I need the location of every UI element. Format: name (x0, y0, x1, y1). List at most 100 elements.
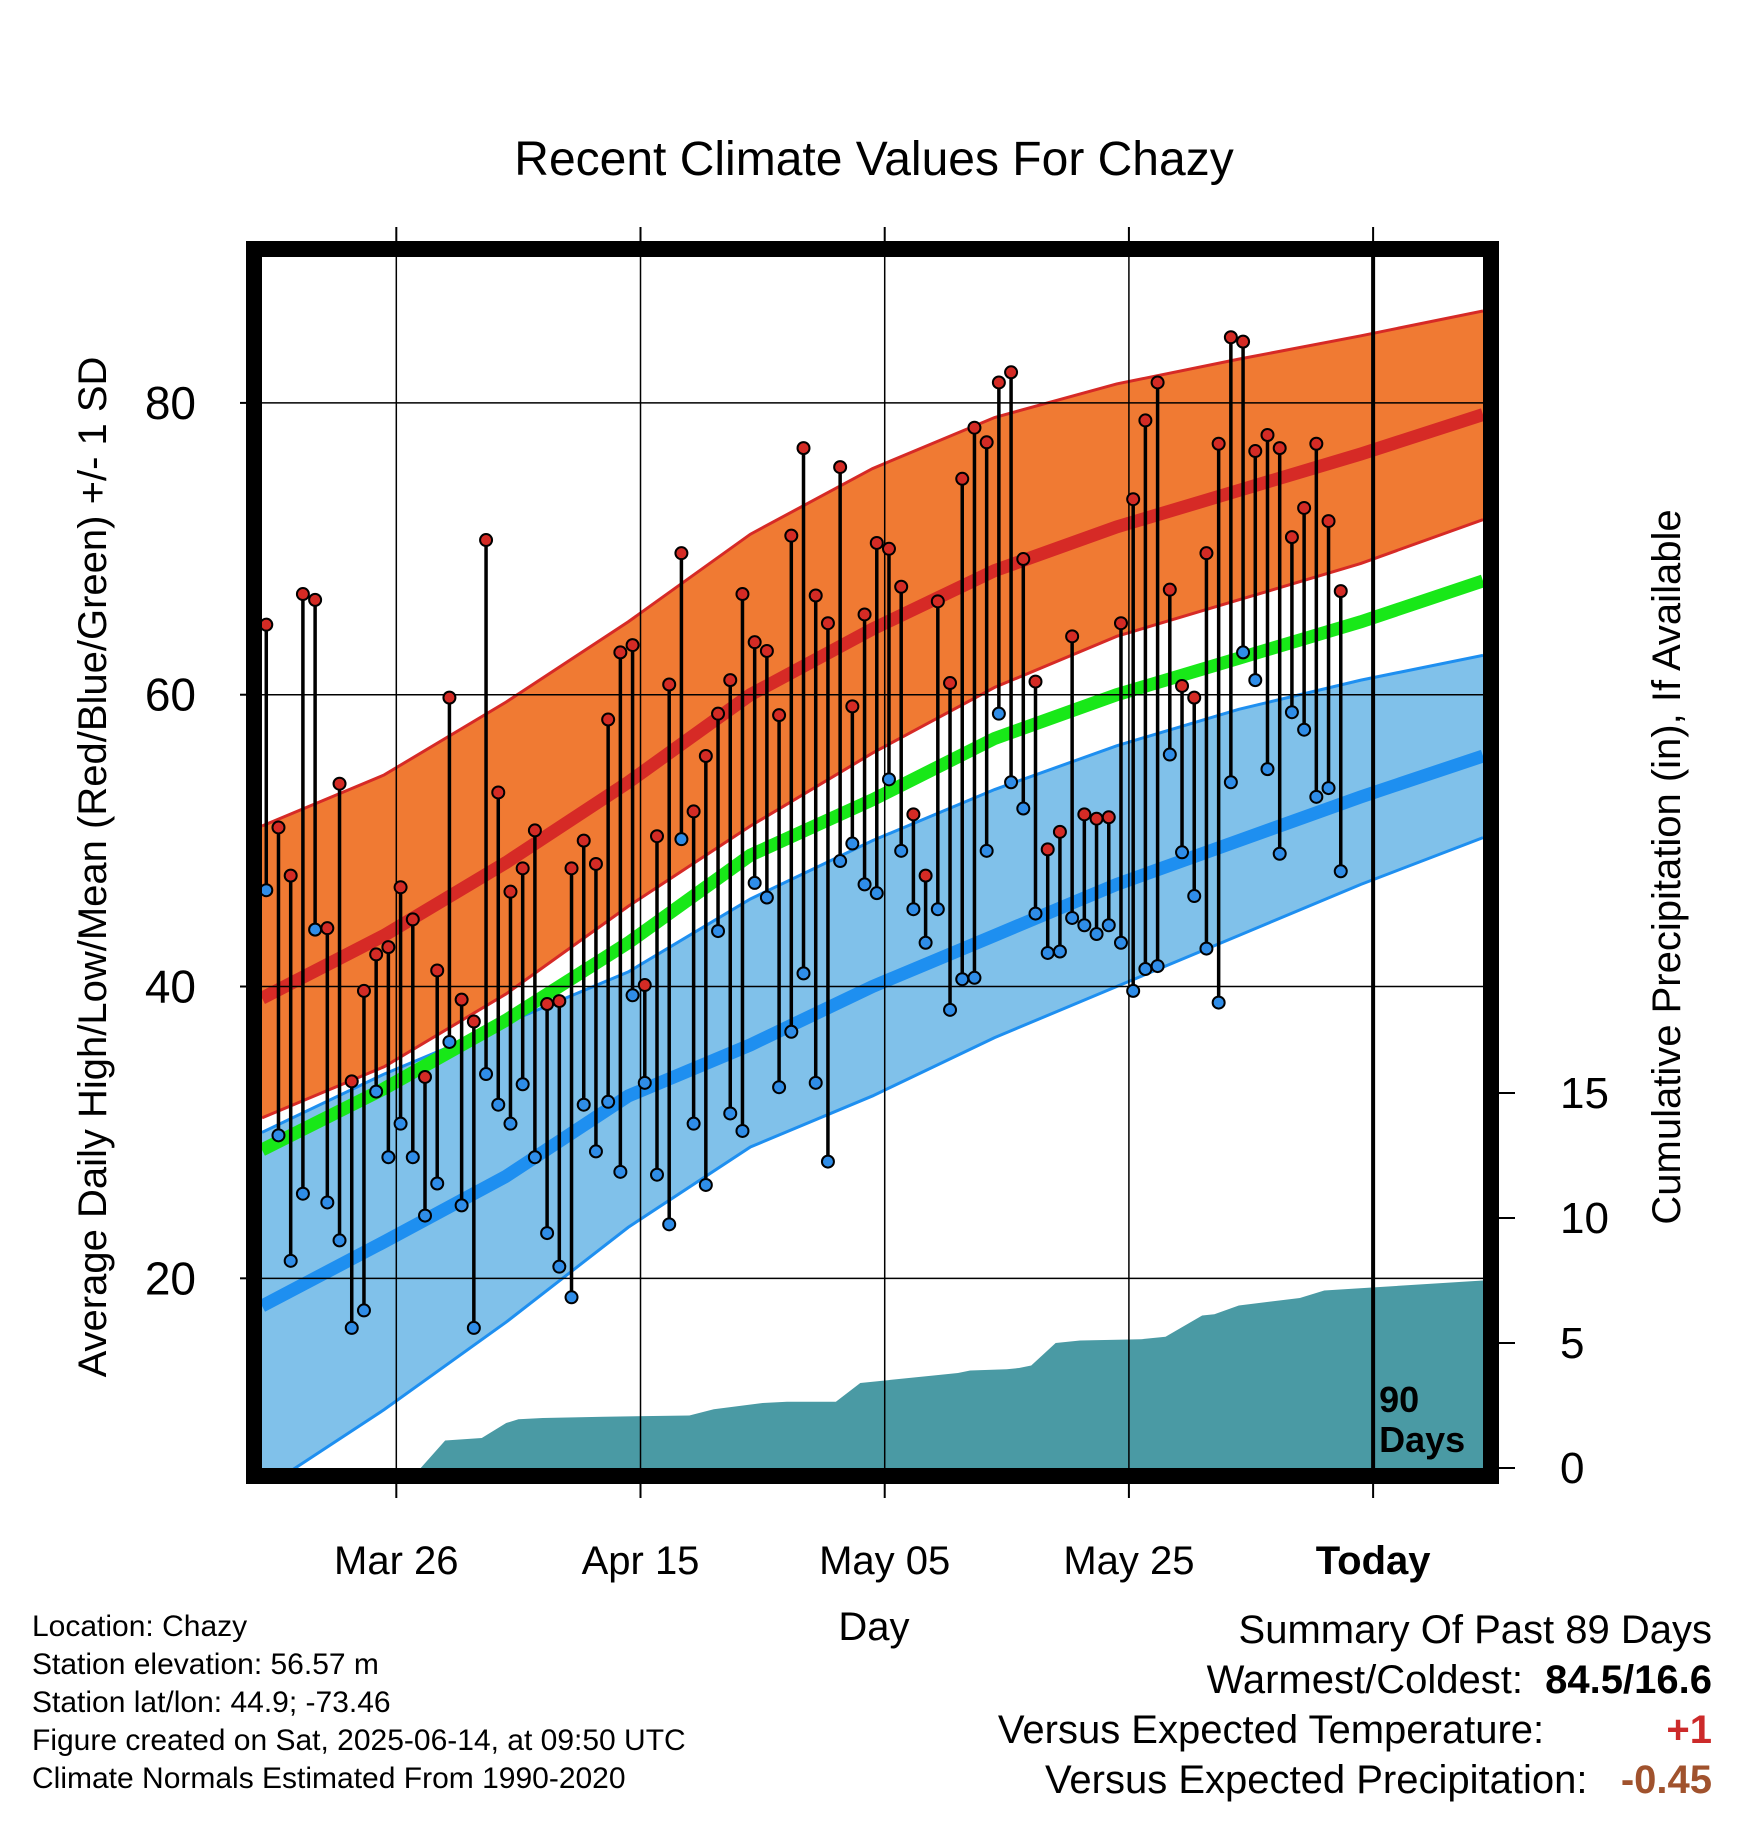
daily-low-point (344, 1320, 359, 1335)
left-tick-label: 60 (145, 669, 196, 721)
daily-low-point (1211, 995, 1226, 1010)
high-band-upper-edge (262, 309, 1483, 828)
daily-low-point (649, 1167, 664, 1182)
daily-low-point (735, 1123, 750, 1138)
daily-low-point (491, 1097, 506, 1112)
x-tick-label: Apr 15 (582, 1539, 700, 1583)
daily-high-point (479, 533, 494, 548)
daily-high-point (1089, 811, 1104, 826)
warm-cold-row: Warmest/Coldest: 84.5/16.6 (1207, 1658, 1712, 1703)
daily-low-point (759, 890, 774, 905)
daily-low-point (955, 972, 970, 987)
left-tick-label: 20 (145, 1252, 196, 1304)
right-tick-label: 5 (1560, 1319, 1584, 1368)
daily-high-point (1248, 444, 1263, 459)
daily-low-point (515, 1077, 530, 1092)
daily-high-point (1272, 441, 1287, 456)
latlon-text: Station lat/lon: 44.9; -73.46 (32, 1686, 391, 1719)
daily-low-point (332, 1233, 347, 1248)
daily-low-point (1187, 889, 1202, 904)
daily-low-point (625, 988, 640, 1003)
daily-high-point (845, 699, 860, 714)
daily-low-point (271, 1128, 286, 1143)
daily-high-point (906, 807, 921, 822)
daily-high-point (588, 856, 603, 871)
left-axis: 20 40 60 80 (145, 377, 254, 1426)
daily-low-point (1309, 789, 1324, 804)
daily-high-point (332, 776, 347, 791)
daily-high-point (527, 823, 542, 838)
daily-high-point (430, 963, 445, 978)
right-axis-title: Cumulative Precipitation (in), If Availa… (1645, 509, 1689, 1224)
daily-low-point (576, 1097, 591, 1112)
daily-high-point (649, 829, 664, 844)
daily-high-point (344, 1074, 359, 1089)
daily-high-point (442, 690, 457, 705)
daily-high-point (308, 592, 323, 607)
daily-low-point (686, 1116, 701, 1131)
right-tick-label: 0 (1560, 1444, 1584, 1493)
daily-low-point (527, 1150, 542, 1165)
low-band-lower-edge (292, 836, 1483, 1468)
daily-high-point (271, 820, 286, 835)
daily-low-point (1138, 962, 1153, 977)
daily-low-point (1004, 775, 1019, 790)
daily-high-point (1187, 690, 1202, 705)
x-tick-label: Today (1316, 1539, 1432, 1583)
daily-low-point (613, 1164, 628, 1179)
daily-low-point (784, 1024, 799, 1039)
daily-low-point (381, 1150, 396, 1165)
daily-high-point (491, 785, 506, 800)
daily-low-point (820, 1154, 835, 1169)
daily-high-point (1199, 546, 1214, 561)
daily-low-point (943, 1002, 958, 1017)
daily-high-point (1077, 807, 1092, 822)
today-days-number: 90 (1379, 1379, 1419, 1420)
daily-low-point (747, 875, 762, 890)
daily-high-point (955, 471, 970, 486)
daily-high-point (967, 420, 982, 435)
daily-low-point (356, 1303, 371, 1318)
temp-label: Versus Expected Temperature: (997, 1708, 1545, 1752)
daily-high-point (552, 994, 567, 1009)
daily-high-point (1260, 428, 1275, 443)
daily-low-point (1101, 918, 1116, 933)
daily-low-point (796, 966, 811, 981)
daily-low-point (503, 1116, 518, 1131)
daily-low-point (869, 886, 884, 901)
normals-text: Climate Normals Estimated From 1990-2020 (32, 1762, 626, 1795)
daily-low-point (405, 1150, 420, 1165)
daily-low-point (979, 843, 994, 858)
left-tick-label: 80 (145, 377, 196, 429)
daily-high-point (1052, 824, 1067, 839)
daily-high-point (1138, 413, 1153, 428)
daily-low-point (1272, 846, 1287, 861)
chart-title: Recent Climate Values For Chazy (514, 133, 1233, 186)
daily-high-point (601, 712, 616, 727)
daily-low-point (393, 1116, 408, 1131)
daily-low-point (772, 1080, 787, 1095)
daily-high-point (723, 673, 738, 688)
daily-low-point (1089, 926, 1104, 941)
temp-row: Versus Expected Temperature: +1 (998, 1708, 1712, 1753)
daily-high-point (1004, 365, 1019, 380)
daily-high-point (1321, 514, 1336, 529)
daily-high-point (698, 748, 713, 763)
daily-high-point (918, 868, 933, 883)
daily-high-point (381, 940, 396, 955)
today-days-label: Days (1379, 1419, 1465, 1460)
daily-low-point (1077, 918, 1092, 933)
daily-low-point (601, 1094, 616, 1109)
daily-low-point (723, 1106, 738, 1121)
daily-high-point (711, 706, 726, 721)
daily-high-point (796, 441, 811, 456)
daily-low-point (637, 1075, 652, 1090)
left-tick-label: 40 (145, 961, 196, 1013)
daily-high-point (1162, 582, 1177, 597)
daily-low-point (1321, 781, 1336, 796)
daily-low-point (881, 772, 896, 787)
daily-high-point (1150, 375, 1165, 390)
